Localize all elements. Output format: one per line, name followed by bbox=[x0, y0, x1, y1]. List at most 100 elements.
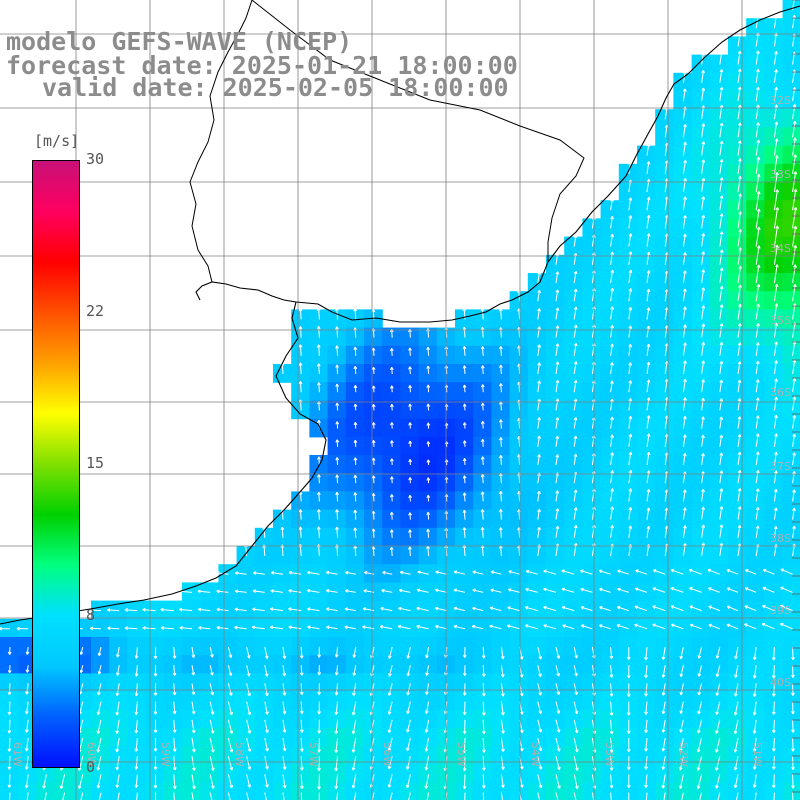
wind-arrow bbox=[646, 143, 651, 156]
wind-arrow bbox=[537, 435, 541, 447]
wind-arrow bbox=[682, 141, 687, 156]
wind-arrow bbox=[251, 625, 265, 630]
wind-arrow bbox=[755, 122, 760, 138]
wind-arrow bbox=[755, 208, 761, 229]
wind-cell bbox=[600, 273, 620, 292]
wind-cell bbox=[455, 746, 474, 765]
wind-cell bbox=[473, 509, 492, 529]
wind-cell bbox=[527, 309, 547, 329]
wind-cell bbox=[709, 127, 729, 147]
wind-arrow bbox=[682, 196, 687, 211]
wind-cell bbox=[509, 491, 529, 511]
wind-arrow bbox=[773, 264, 779, 284]
wind-cell bbox=[309, 546, 329, 565]
wind-cell bbox=[673, 673, 693, 693]
wind-arrow bbox=[555, 307, 560, 320]
wind-arrow bbox=[498, 490, 503, 502]
wind-arrow bbox=[689, 605, 702, 612]
wind-cell bbox=[327, 436, 347, 456]
lat-label: 32S bbox=[770, 94, 791, 107]
wind-cell bbox=[782, 254, 800, 274]
wind-cell bbox=[309, 418, 329, 438]
wind-cell bbox=[764, 764, 784, 784]
wind-arrow bbox=[406, 737, 411, 752]
wind-arrow bbox=[371, 366, 376, 375]
wind-cell bbox=[600, 291, 620, 310]
wind-arrow bbox=[390, 476, 394, 484]
wind-arrow bbox=[773, 225, 780, 247]
wind-cell bbox=[728, 273, 747, 292]
wind-arrow bbox=[246, 756, 252, 770]
wind-cell bbox=[582, 418, 602, 438]
wind-cell bbox=[473, 418, 492, 438]
wind-arrow bbox=[646, 451, 651, 466]
wind-cell bbox=[418, 455, 438, 474]
wind-arrow bbox=[537, 417, 541, 429]
wind-arrow bbox=[628, 380, 633, 393]
wind-cell bbox=[746, 527, 765, 547]
wind-cell bbox=[746, 436, 765, 456]
wind-arrow bbox=[752, 719, 757, 734]
wind-cell bbox=[691, 236, 711, 256]
wind-arrow bbox=[209, 737, 215, 753]
wind-cell bbox=[764, 72, 784, 92]
wind-cell bbox=[691, 455, 711, 474]
wind-arrow bbox=[107, 626, 120, 631]
wind-cell bbox=[364, 655, 383, 674]
wind-cell bbox=[345, 364, 365, 383]
wind-cell bbox=[618, 309, 638, 329]
wind-arrow bbox=[227, 665, 233, 676]
wind-cell bbox=[655, 382, 674, 401]
wind-cell bbox=[600, 655, 620, 674]
wind-arrow bbox=[472, 588, 484, 593]
wind-cell bbox=[327, 728, 347, 747]
wind-cell bbox=[491, 327, 511, 347]
wind-cell bbox=[127, 782, 147, 800]
wind-arrow bbox=[737, 284, 742, 302]
wind-cell bbox=[327, 782, 347, 800]
wind-arrow bbox=[745, 569, 757, 575]
wind-arrow bbox=[426, 403, 431, 411]
wind-cell bbox=[618, 364, 638, 383]
wind-cell bbox=[182, 637, 201, 656]
wind-arrow bbox=[537, 289, 541, 302]
wind-arrow bbox=[282, 756, 287, 770]
wind-arrow bbox=[555, 719, 561, 733]
wind-arrow bbox=[573, 435, 578, 447]
wind-cell bbox=[236, 673, 256, 693]
wind-cell bbox=[527, 728, 547, 747]
wind-cell bbox=[163, 600, 183, 620]
wind-cell bbox=[345, 764, 365, 784]
wind-cell bbox=[364, 418, 383, 438]
wind-arrow bbox=[288, 607, 302, 612]
wind-cell bbox=[109, 746, 128, 765]
wind-cell bbox=[709, 72, 729, 92]
wind-cell bbox=[618, 655, 638, 674]
wind-cell bbox=[127, 618, 147, 638]
wind-arrow bbox=[317, 665, 322, 676]
wind-arrow bbox=[792, 225, 798, 247]
wind-arrow bbox=[737, 50, 742, 65]
wind-arrow bbox=[646, 361, 651, 375]
wind-cell bbox=[637, 163, 656, 183]
wind-cell bbox=[709, 91, 729, 110]
wind-cell bbox=[291, 600, 310, 620]
wind-cell bbox=[509, 637, 529, 656]
wind-cell bbox=[309, 527, 329, 547]
wind-arrow bbox=[734, 646, 739, 660]
wind-cell bbox=[600, 436, 620, 456]
wind-arrow bbox=[744, 623, 757, 630]
wind-cell bbox=[709, 491, 729, 511]
wind-cell bbox=[345, 709, 365, 729]
wind-cell bbox=[91, 637, 110, 656]
wind-arrow bbox=[351, 737, 357, 753]
wind-arrow bbox=[573, 737, 579, 753]
lon-label: 61W bbox=[11, 742, 24, 767]
wind-cell bbox=[764, 709, 784, 729]
wind-cell bbox=[491, 436, 511, 456]
wind-arrow bbox=[398, 606, 411, 612]
wind-arrow bbox=[307, 570, 320, 575]
wind-cell bbox=[455, 364, 474, 383]
wind-arrow bbox=[628, 362, 633, 375]
wind-arrow bbox=[153, 737, 158, 752]
